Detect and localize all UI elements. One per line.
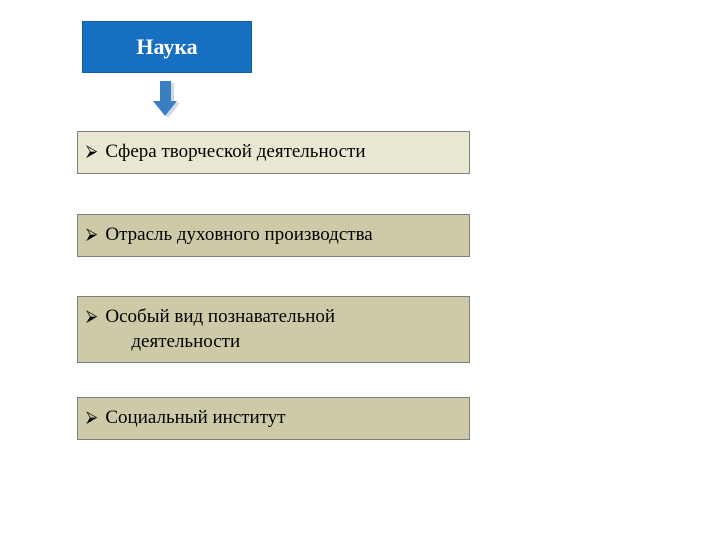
item-text-line2: деятельности: [105, 331, 240, 352]
header-text: Наука: [136, 34, 197, 60]
bullet-icon: ⮚: [86, 225, 97, 246]
down-arrow-icon: [145, 80, 185, 120]
list-item: ⮚ Сфера творческой деятельности: [77, 131, 470, 174]
list-item: ⮚ Отрасль духовного производства: [77, 214, 470, 257]
item-text: Отрасль духовного производства: [105, 223, 463, 248]
list-item: ⮚ Особый вид познавательной деятельности: [77, 296, 470, 363]
bullet-icon: ⮚: [86, 307, 97, 328]
item-text: Социальный институт: [105, 406, 463, 431]
header-box: Наука: [82, 21, 252, 73]
bullet-icon: ⮚: [86, 408, 97, 429]
list-item: ⮚ Социальный институт: [77, 397, 470, 440]
item-text: Особый вид познавательной: [105, 306, 335, 327]
item-text: Сфера творческой деятельности: [105, 140, 463, 165]
bullet-icon: ⮚: [86, 142, 97, 163]
